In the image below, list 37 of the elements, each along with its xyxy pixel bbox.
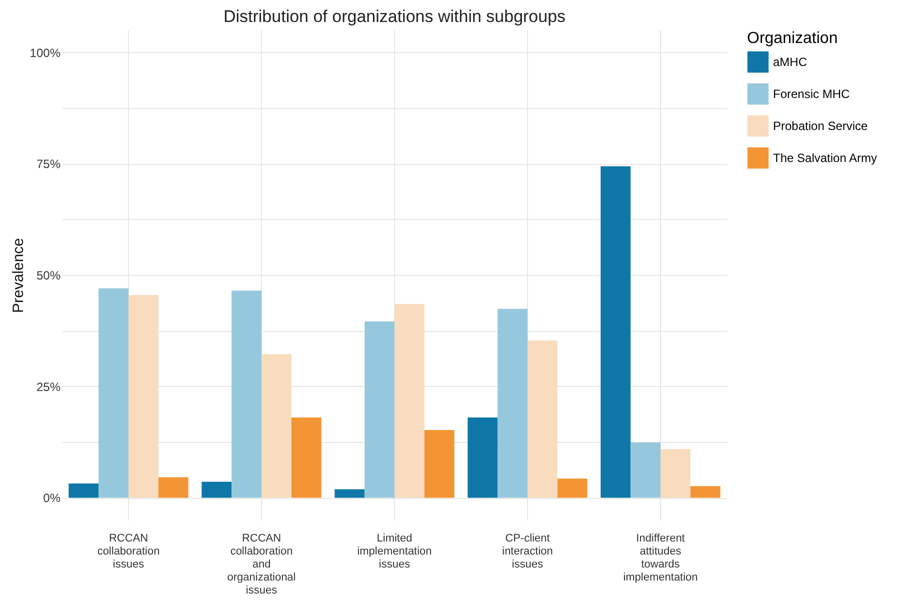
bar bbox=[557, 478, 588, 498]
legend-title: Organization bbox=[747, 30, 838, 47]
legend-label: Probation Service bbox=[773, 119, 868, 133]
bar bbox=[262, 354, 292, 498]
bar bbox=[630, 442, 660, 498]
bar bbox=[98, 288, 128, 498]
legend-label: aMHC bbox=[773, 55, 808, 69]
y-tick-label: 75% bbox=[36, 157, 61, 172]
bar bbox=[68, 483, 99, 498]
bar bbox=[232, 290, 262, 498]
bar bbox=[128, 295, 158, 498]
legend-label: Forensic MHC bbox=[773, 87, 850, 101]
bar bbox=[291, 418, 322, 498]
bar bbox=[600, 166, 631, 498]
bar bbox=[690, 486, 720, 498]
bar bbox=[528, 340, 558, 498]
bar bbox=[498, 308, 528, 498]
bar bbox=[424, 430, 454, 498]
y-tick-label: 50% bbox=[36, 268, 61, 282]
bar bbox=[334, 489, 365, 498]
bar bbox=[468, 418, 498, 498]
bar bbox=[202, 482, 232, 498]
x-tick-label: Limited implementation issues bbox=[357, 532, 432, 570]
y-tick-label: 25% bbox=[36, 380, 61, 394]
y-axis-title: Prevalence bbox=[10, 238, 27, 314]
x-tick-label: RCCAN collaboration and organizational issues bbox=[227, 532, 296, 596]
x-tick-label: CP-client interaction issues bbox=[502, 532, 553, 570]
y-tick-label: 0% bbox=[43, 491, 61, 506]
bar bbox=[364, 321, 394, 498]
bar bbox=[158, 477, 188, 498]
chart-title: Distribution of organizations within subgroups bbox=[223, 7, 566, 26]
bar bbox=[394, 304, 424, 498]
bar bbox=[660, 449, 690, 498]
x-tick-label: Indifferent attitudes towards implementation bbox=[623, 532, 698, 584]
y-tick-label: 100% bbox=[30, 46, 61, 60]
x-tick-label: RCCAN collaboration issues bbox=[97, 532, 160, 570]
legend-label: The Salvation Army bbox=[773, 151, 878, 165]
